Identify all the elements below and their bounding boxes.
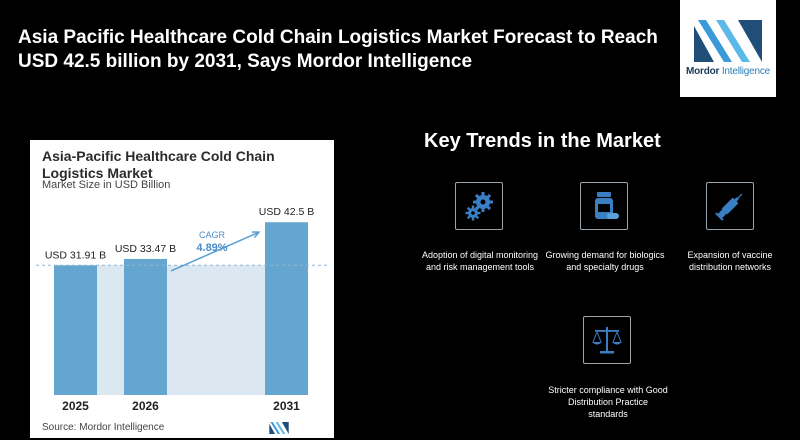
data-label-2026: USD 33.47 B <box>115 243 176 255</box>
trend-text-digital-monitoring: Adoption of digital monitoring and risk … <box>421 250 539 272</box>
key-trends-title: Key Trends in the Market <box>424 130 661 152</box>
logo-mark-icon <box>694 20 762 62</box>
chart-title: Asia-Pacific Healthcare Cold Chain Logis… <box>42 148 275 181</box>
cagr-value: 4.89% <box>196 242 227 254</box>
bar-chart: USD 31.91 B USD 33.47 B USD 42.5 B 2025 2026… <box>36 206 330 413</box>
bar-2026 <box>124 258 167 395</box>
chart-card: USD 31.91 B USD 33.47 B USD 42.5 B 2025 2026… <box>30 140 334 438</box>
gears-icon <box>455 182 503 230</box>
x-tick-2026: 2026 <box>132 399 159 413</box>
cagr-arrow-head <box>251 231 261 239</box>
cagr-band <box>97 265 265 395</box>
bar-2025 <box>54 265 97 395</box>
x-tick-2025: 2025 <box>62 399 89 413</box>
mordor-logo: Mordor Intelligence <box>680 0 776 97</box>
trend-text-vaccine: Expansion of vaccine distribution networ… <box>687 250 773 272</box>
chart-source: Source: Mordor Intelligence <box>42 422 165 433</box>
trend-text-gdp: Stricter compliance with Good Distributi… <box>548 385 668 419</box>
cagr-arrow-line <box>170 231 260 272</box>
pill-bottle-icon <box>580 182 628 230</box>
cagr-label: CAGR <box>199 230 226 240</box>
scales-icon <box>583 316 631 364</box>
trend-text-biologics: Growing demand for biologics and special… <box>545 250 665 272</box>
chart-subtitle: Market Size in USD Billion <box>42 179 171 191</box>
bar-2031 <box>265 222 308 395</box>
logo-text: Mordor Intelligence <box>685 66 771 77</box>
syringe-icon <box>706 182 754 230</box>
data-label-2025: USD 31.91 B <box>45 249 106 261</box>
mini-logo-icon <box>269 422 289 434</box>
x-tick-2031: 2031 <box>273 399 300 413</box>
data-label-2031: USD 42.5 B <box>259 206 314 218</box>
headline: Asia Pacific Healthcare Cold Chain Logis… <box>18 27 658 72</box>
